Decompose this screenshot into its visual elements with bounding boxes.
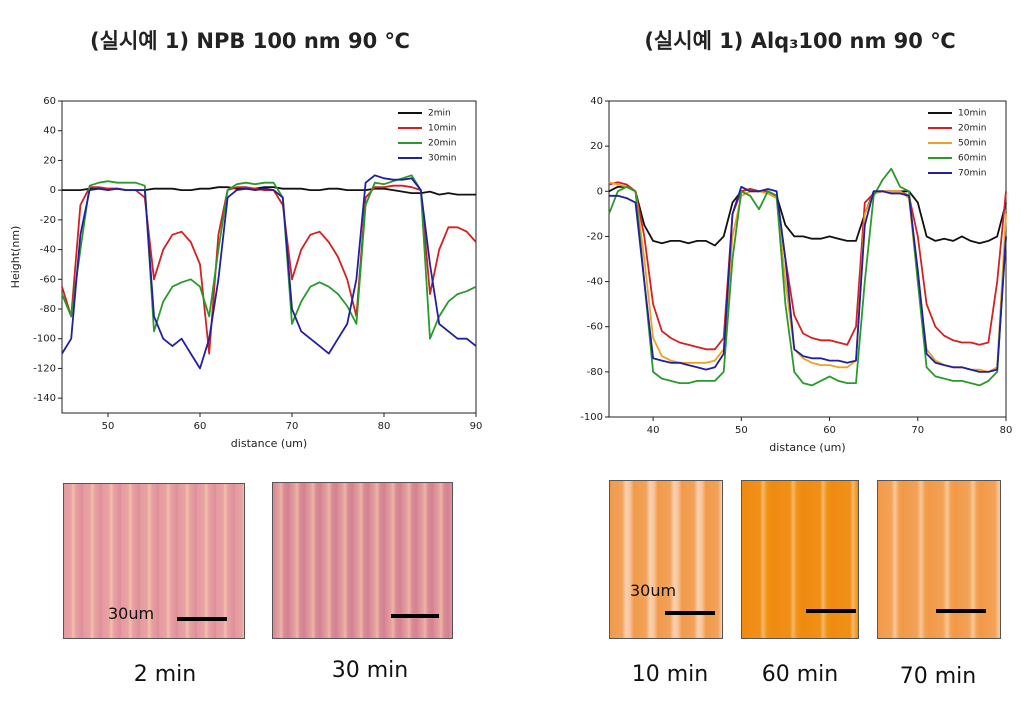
x-tick-label: 50: [735, 425, 748, 436]
y-tick-label: 60: [43, 96, 56, 107]
y-tick-label: -20: [40, 215, 56, 226]
legend-label: 10min: [428, 124, 456, 134]
legend-label: 60min: [958, 154, 986, 164]
data-line: [608, 185, 1007, 247]
x-tick-label: 40: [647, 425, 660, 436]
micrograph: 30um: [609, 480, 723, 639]
y-tick-label: -40: [40, 245, 56, 256]
scale-label: 30um: [108, 604, 155, 623]
x-tick-label: 80: [378, 421, 391, 432]
data-line: [61, 184, 477, 355]
y-tick-label: 40: [590, 96, 603, 107]
x-axis-label: distance (um): [769, 441, 845, 454]
scale-bar: [665, 611, 715, 615]
chart-title: (실시예 1) Alq₃100 nm 90 ℃: [644, 29, 955, 53]
x-tick-label: 60: [194, 421, 207, 432]
y-tick-label: 20: [43, 155, 56, 166]
image-caption: 60 min: [761, 662, 839, 687]
data-line: [608, 181, 1007, 373]
y-tick-label: -100: [580, 412, 603, 423]
x-tick-label: 90: [470, 421, 483, 432]
y-tick-label: -80: [40, 304, 56, 315]
data-line: [61, 174, 477, 340]
y-tick-label: 0: [597, 186, 603, 197]
x-axis-label: distance (um): [231, 437, 307, 450]
chart-title: (실시예 1) NPB 100 nm 90 ℃: [90, 29, 410, 53]
legend-label: 50min: [958, 139, 986, 149]
y-tick-label: -80: [587, 367, 603, 378]
image-caption: 10 min: [631, 662, 709, 687]
y-tick-label: -40: [587, 277, 603, 288]
y-tick-label: -60: [587, 322, 603, 333]
x-tick-label: 60: [823, 425, 836, 436]
scale-bar: [936, 609, 986, 613]
y-tick-label: 0: [50, 185, 56, 196]
x-tick-label: 50: [102, 421, 115, 432]
y-tick-label: -120: [33, 363, 56, 374]
legend-label: 70min: [958, 169, 986, 179]
data-line: [609, 185, 1007, 373]
legend-label: 2min: [428, 109, 451, 119]
plot-frame: [608, 100, 1007, 418]
data-line: [608, 181, 1007, 351]
x-tick-label: 70: [286, 421, 299, 432]
y-tick-label: -140: [33, 393, 56, 404]
data-line: [608, 167, 1007, 387]
x-tick-label: 70: [911, 425, 924, 436]
y-tick-label: -60: [40, 274, 56, 285]
x-tick-label: 80: [1000, 425, 1013, 436]
legend-label: 30min: [428, 154, 456, 164]
scale-label: 30um: [630, 581, 677, 600]
legend-label: 20min: [428, 139, 456, 149]
scale-bar: [806, 609, 856, 613]
legend-label: 20min: [958, 124, 986, 134]
scale-bar: [177, 617, 227, 621]
image-caption: 70 min: [899, 664, 977, 689]
micrograph: [741, 480, 859, 639]
y-tick-label: -20: [587, 231, 603, 242]
y-axis-label: Height(nm): [9, 226, 22, 289]
plot-frame: [61, 100, 477, 414]
data-line: [61, 174, 477, 370]
y-tick-label: 20: [590, 141, 603, 152]
micrograph: 30um: [63, 483, 245, 639]
y-tick-label: -100: [33, 334, 56, 345]
scale-bar: [391, 614, 439, 618]
micrograph: [272, 482, 453, 639]
y-tick-label: 40: [43, 126, 56, 137]
legend-label: 10min: [958, 109, 986, 119]
image-caption: 2 min: [133, 662, 197, 687]
micrograph: [877, 480, 1001, 639]
image-caption: 30 min: [331, 658, 409, 683]
